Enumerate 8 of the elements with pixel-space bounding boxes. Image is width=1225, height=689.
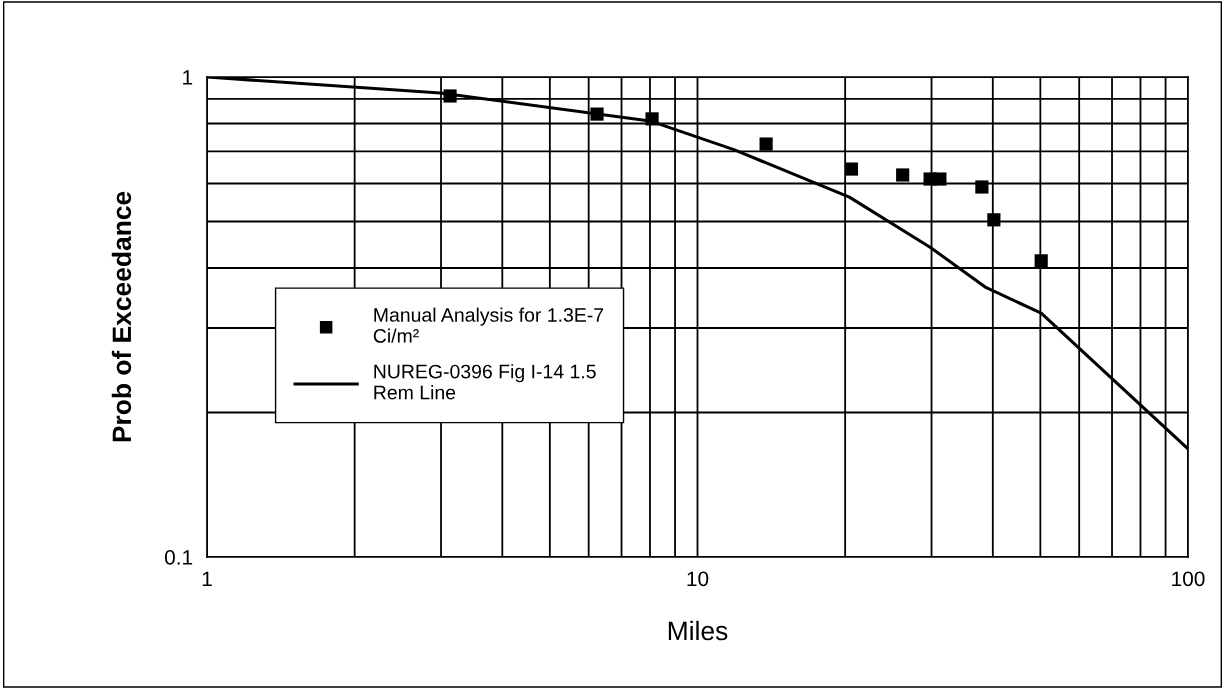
- legend-label: NUREG-0396 Fig I-14 1.5 Rem Line: [374, 364, 596, 400]
- x-tick-label: 10: [687, 571, 709, 587]
- x-tick-label: 100: [1172, 571, 1205, 587]
- x-axis-title: Miles: [668, 620, 728, 641]
- x-tick-label: 1: [202, 571, 212, 586]
- y-tick-label: 0.1: [164, 550, 193, 565]
- legend-label: Manual Analysis for 1.3E-7 Ci/m²: [373, 307, 604, 343]
- y-axis-title: Prob of Exceedance: [111, 191, 132, 442]
